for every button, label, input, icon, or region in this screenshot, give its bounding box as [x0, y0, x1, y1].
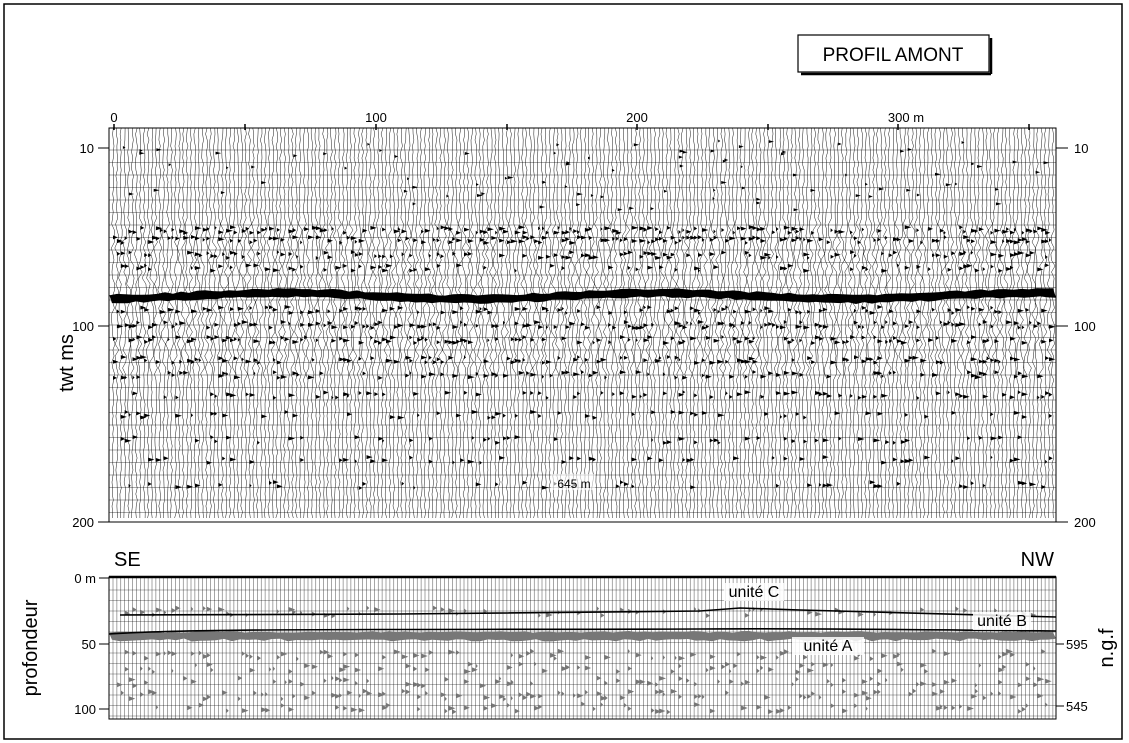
x-tick-label-2: 200 [626, 110, 648, 125]
orientation-nw: NW [1021, 549, 1054, 571]
ngf-tick-1: 545 [1066, 699, 1088, 714]
unit-b-label: unité B [977, 613, 1027, 630]
boundary-b-a [108, 627, 1057, 635]
interpretation-panel-frame [108, 576, 1057, 720]
y-tick-left-1: 100 [72, 319, 94, 334]
boundary-c-b [119, 607, 1057, 618]
y-tick-right-1: 100 [1074, 319, 1096, 334]
y-tick-left-2: 200 [72, 515, 94, 530]
interpretation-panel: SE NW 0 m 50 100 595 545 profondeur n.g.… [20, 549, 1118, 720]
figure-border [3, 3, 1123, 740]
y-tick-left-0: 10 [80, 141, 94, 156]
depth-tick-2: 100 [74, 702, 96, 717]
figure-title: PROFIL AMONT [823, 45, 964, 66]
depth-tick-1: 50 [82, 637, 96, 652]
orientation-se: SE [114, 549, 141, 571]
x-tick-label-1: 100 [365, 110, 387, 125]
y-tick-right-2: 200 [1074, 515, 1096, 530]
title-box [797, 34, 990, 73]
ngf-axis-label: n.g.f [1096, 628, 1118, 667]
distance-axis [113, 124, 1030, 130]
trace-wiggles [111, 127, 1056, 519]
y-axis-label: twt ms [56, 334, 78, 392]
y-tick-right-0: 10 [1074, 141, 1088, 156]
x-tick-label-3: 300 m [888, 110, 924, 125]
ngf-tick-0: 595 [1066, 637, 1088, 652]
unit-c-label: unité C [729, 584, 780, 601]
seismic-panel: 0 100 200 300 m 10 100 200 10 100 200 tw… [56, 110, 1096, 530]
distance-annotation: 645 m [557, 477, 590, 491]
seismic-reflectors [109, 139, 1056, 490]
x-ticks [113, 124, 1030, 130]
main-reflector [109, 288, 1056, 304]
depth-tick-0: 0 m [74, 571, 96, 586]
depth-axis-label: profondeur [20, 599, 42, 696]
seismic-traces [109, 127, 1056, 519]
unit-a-label: unité A [804, 638, 853, 655]
x-tick-label-0: 0 [110, 110, 117, 125]
